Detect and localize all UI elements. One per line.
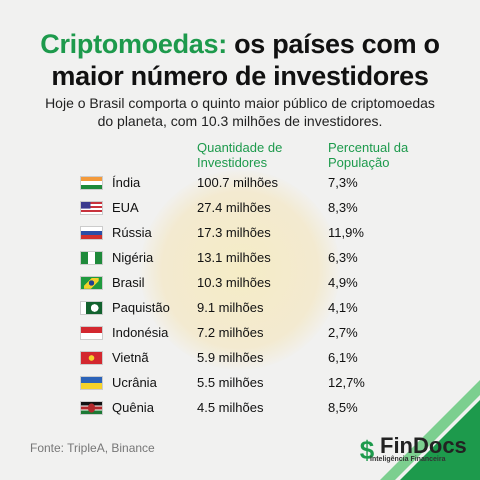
flag [80, 401, 103, 415]
investors: 9.1 milhões [197, 300, 264, 315]
percent: 8,3% [328, 200, 358, 215]
country: Brasil [112, 275, 145, 290]
column-header: Quantidade de Investidores [197, 140, 283, 170]
investors: 27.4 milhões [197, 200, 271, 215]
percent: 4,9% [328, 275, 358, 290]
percent: 2,7% [328, 325, 358, 340]
logo-icon: $ [360, 435, 375, 465]
percent: 11,9% [328, 225, 364, 240]
country: Rússia [112, 225, 152, 240]
country: Vietnã [112, 350, 149, 365]
country: Paquistão [112, 300, 170, 315]
investors: 100.7 milhões [197, 175, 278, 190]
country: Ucrânia [112, 375, 157, 390]
investors: 4.5 milhões [197, 400, 264, 415]
flag [80, 176, 103, 190]
country: Índia [112, 175, 141, 190]
subtitle: Hoje o Brasil comporta o quinto maior pú… [45, 95, 435, 129]
percent: 4,1% [328, 300, 358, 315]
flag [80, 351, 103, 365]
flag [80, 276, 103, 290]
corner-triangle [400, 400, 480, 480]
column-header: Percentual da População [328, 140, 409, 170]
logo-tagline: Inteligência Financeira [370, 456, 446, 463]
investors: 13.1 milhões [197, 250, 271, 265]
title: Criptomoedas: os países com o maior núme… [20, 28, 460, 92]
flag [80, 226, 103, 240]
source: Fonte: TripleA, Binance [30, 441, 155, 455]
investors: 10.3 milhões [197, 275, 271, 290]
flag [80, 326, 103, 340]
country: Quênia [112, 400, 154, 415]
logo: FinDocs [380, 433, 467, 458]
percent: 6,3% [328, 250, 358, 265]
flag [80, 201, 103, 215]
flag [80, 251, 103, 265]
flag [80, 376, 103, 390]
percent: 6,1% [328, 350, 358, 365]
percent: 8,5% [328, 400, 358, 415]
corner-stripe [380, 380, 480, 480]
percent: 12,7% [328, 375, 365, 390]
investors: 7.2 milhões [197, 325, 264, 340]
percent: 7,3% [328, 175, 358, 190]
flag [80, 301, 103, 315]
country: Indonésia [112, 325, 169, 340]
coin-watermark [140, 170, 340, 370]
investors: 5.9 milhões [197, 350, 264, 365]
investors: 5.5 milhões [197, 375, 264, 390]
title-rest: os países com o maior número de investid… [51, 29, 440, 91]
investors: 17.3 milhões [197, 225, 271, 240]
country: Nigéria [112, 250, 154, 265]
title-highlight: Criptomoedas: [40, 29, 227, 59]
country: EUA [112, 200, 139, 215]
